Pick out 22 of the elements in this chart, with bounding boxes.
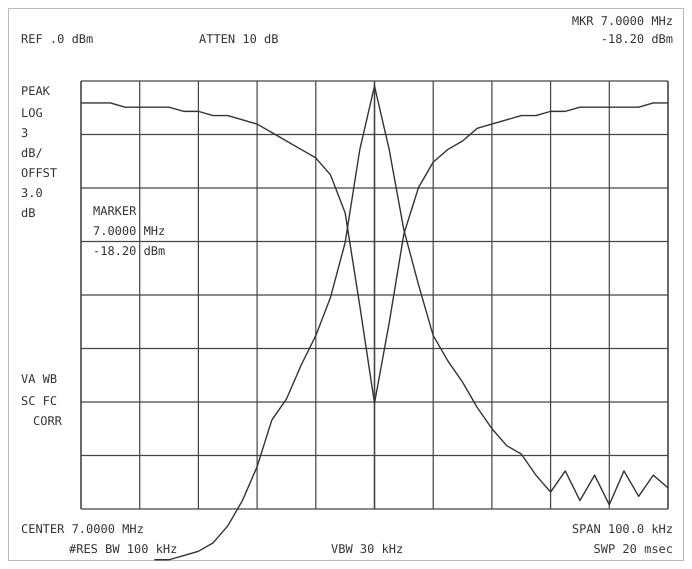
text: LOG xyxy=(21,105,43,121)
annotation: 7.0000 MHz xyxy=(93,223,166,239)
text: dB/ xyxy=(21,145,43,161)
annotation: #RES BW 100 kHz xyxy=(69,541,178,557)
text: PEAK xyxy=(21,83,50,99)
annotation: CENTER 7.0000 MHz xyxy=(21,521,144,537)
text: -18.20 dBm xyxy=(600,31,673,47)
annotation: SWP 20 msec xyxy=(594,541,673,557)
text: 3.0 xyxy=(21,185,43,201)
annotation: -18.20 dBm xyxy=(93,243,166,259)
text: REF .0 dBm xyxy=(21,31,94,47)
annotation: SPAN 100.0 kHz xyxy=(572,521,673,537)
text: MKR 7.0000 MHz xyxy=(572,13,673,29)
text: ATTEN 10 dB xyxy=(199,31,278,47)
text: 3 xyxy=(21,125,28,141)
text: VA WB xyxy=(21,371,58,387)
text: SC FC xyxy=(21,393,58,409)
text: dB xyxy=(21,205,36,221)
text: OFFST xyxy=(21,165,58,181)
text: CORR xyxy=(33,413,62,429)
annotation: VBW 30 kHz xyxy=(331,541,404,557)
annotation: MARKER xyxy=(93,203,136,219)
